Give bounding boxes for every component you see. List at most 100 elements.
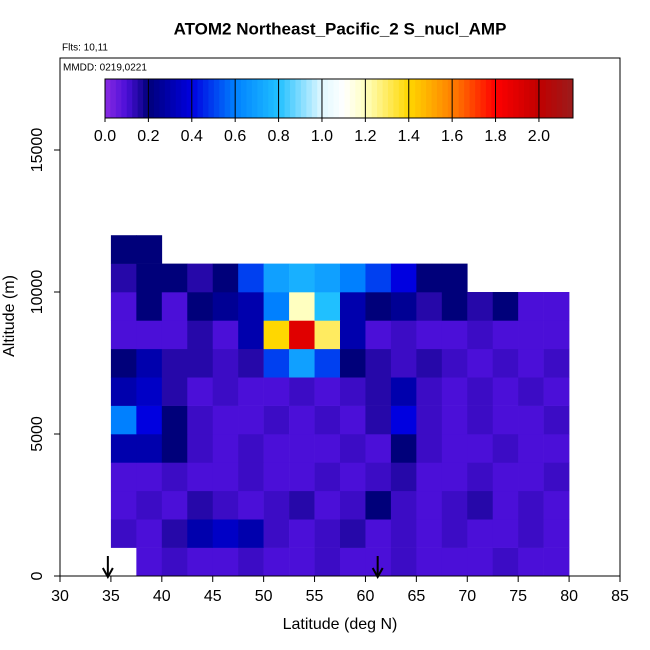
- colorbar-swatch: [442, 79, 449, 118]
- heatmap-cell: [161, 348, 188, 378]
- heatmap-cell: [340, 263, 366, 293]
- y-tick-label: 5000: [29, 416, 46, 452]
- marker-arrowhead: [101, 567, 114, 580]
- colorbar-swatch: [110, 79, 117, 118]
- colorbar-swatch: [458, 79, 465, 118]
- heatmap-cell: [187, 462, 214, 492]
- heatmap-cell: [110, 377, 137, 406]
- heatmap-cell: [212, 348, 239, 378]
- heatmap-cell: [238, 490, 264, 520]
- heatmap-cell: [289, 462, 315, 492]
- heatmap-cell: [289, 348, 315, 378]
- heatmap-cell: [136, 320, 163, 350]
- colorbar-swatch: [170, 79, 177, 118]
- heatmap-cell: [161, 405, 188, 435]
- colorbar-tick-label: 0.8: [267, 128, 289, 145]
- colorbar-swatch: [279, 79, 285, 118]
- heatmap-cell: [365, 377, 392, 406]
- colorbar-swatch: [137, 79, 144, 118]
- heatmap-cell: [390, 292, 417, 321]
- heatmap-cell: [238, 434, 264, 463]
- heatmap-cell: [416, 320, 443, 350]
- heatmap-cell: [365, 263, 392, 293]
- heatmap-cell: [263, 490, 290, 520]
- heatmap-cell: [467, 405, 494, 435]
- colorbar-swatch: [502, 79, 509, 118]
- heatmap-cell: [518, 405, 544, 435]
- colorbar-swatch: [529, 79, 536, 118]
- colorbar-swatch: [208, 79, 215, 118]
- heatmap-cell: [543, 462, 570, 492]
- heatmap-cell: [314, 348, 341, 378]
- x-tick-label: 45: [204, 588, 222, 605]
- heatmap-cell: [543, 434, 570, 463]
- heatmap-cell: [187, 377, 214, 406]
- heatmap-cell: [441, 547, 468, 577]
- heatmap-cell: [365, 405, 392, 435]
- heatmap-cell: [187, 320, 214, 350]
- colorbar-tick-label: 0.4: [181, 128, 203, 145]
- colorbar-swatch: [328, 79, 334, 118]
- heatmap-cell: [161, 434, 188, 463]
- colorbar-swatch: [545, 79, 552, 118]
- heatmap-cell: [390, 490, 417, 520]
- heatmap-cell: [161, 263, 188, 293]
- heatmap-cell: [136, 547, 163, 577]
- x-tick-label: 80: [560, 588, 578, 605]
- colorbar-swatch: [159, 79, 166, 118]
- colorbar-tick-label: 0.2: [137, 128, 159, 145]
- heatmap-cell: [441, 320, 468, 350]
- heatmap-cell: [390, 405, 417, 435]
- colorbar-swatch: [469, 79, 476, 118]
- heatmap-cell: [238, 377, 264, 406]
- heatmap-cell: [441, 263, 468, 293]
- heatmap-cell: [441, 377, 468, 406]
- colorbar-swatch: [317, 79, 324, 118]
- heatmap-cell: [161, 320, 188, 350]
- colorbar-swatch: [382, 79, 389, 118]
- heatmap-cell: [543, 377, 570, 406]
- colorbar-swatch: [311, 79, 318, 118]
- heatmap-cell: [518, 490, 544, 520]
- x-tick-label: 85: [611, 588, 629, 605]
- heatmap-cell: [518, 320, 544, 350]
- colorbar-swatch: [562, 79, 568, 118]
- colorbar-swatch: [219, 79, 226, 118]
- colorbar-swatch: [262, 79, 269, 118]
- colorbar-swatch: [105, 79, 111, 118]
- heatmap-cell: [187, 292, 214, 321]
- heatmap-cell: [110, 235, 137, 264]
- colorbar-swatch: [175, 79, 182, 118]
- heatmap-cell: [110, 490, 137, 520]
- heatmap-cell: [314, 292, 341, 321]
- heatmap-cell: [187, 547, 214, 577]
- heatmap-cell: [340, 490, 366, 520]
- colorbar-swatch: [551, 79, 558, 118]
- heatmap-cell: [314, 519, 341, 548]
- heatmap-cell: [314, 377, 341, 406]
- heatmap-cell: [289, 405, 315, 435]
- colorbar-swatch: [366, 79, 373, 118]
- colorbar-swatch: [213, 79, 220, 118]
- heatmap-cell: [212, 519, 239, 548]
- y-tick-label: 0: [29, 571, 46, 580]
- heatmap-cell: [161, 490, 188, 520]
- heatmap-cell: [289, 263, 315, 293]
- heatmap-cell: [110, 434, 137, 463]
- heatmap-cell: [390, 348, 417, 378]
- heatmap-cell: [238, 263, 264, 293]
- colorbar-swatch: [475, 79, 481, 118]
- colorbar-tick-label: 1.6: [441, 128, 463, 145]
- colorbar-swatch: [344, 79, 351, 118]
- colorbar-tick-label: 1.4: [398, 128, 420, 145]
- heatmap-cell: [289, 519, 315, 548]
- colorbar-swatch: [534, 79, 541, 118]
- heatmap-cell: [390, 547, 417, 577]
- colorbar-swatch: [540, 79, 547, 118]
- heatmap-cell: [110, 320, 137, 350]
- heatmap-cell: [161, 547, 188, 577]
- heatmap-cell: [441, 519, 468, 548]
- colorbar-tick-label: 0.6: [224, 128, 246, 145]
